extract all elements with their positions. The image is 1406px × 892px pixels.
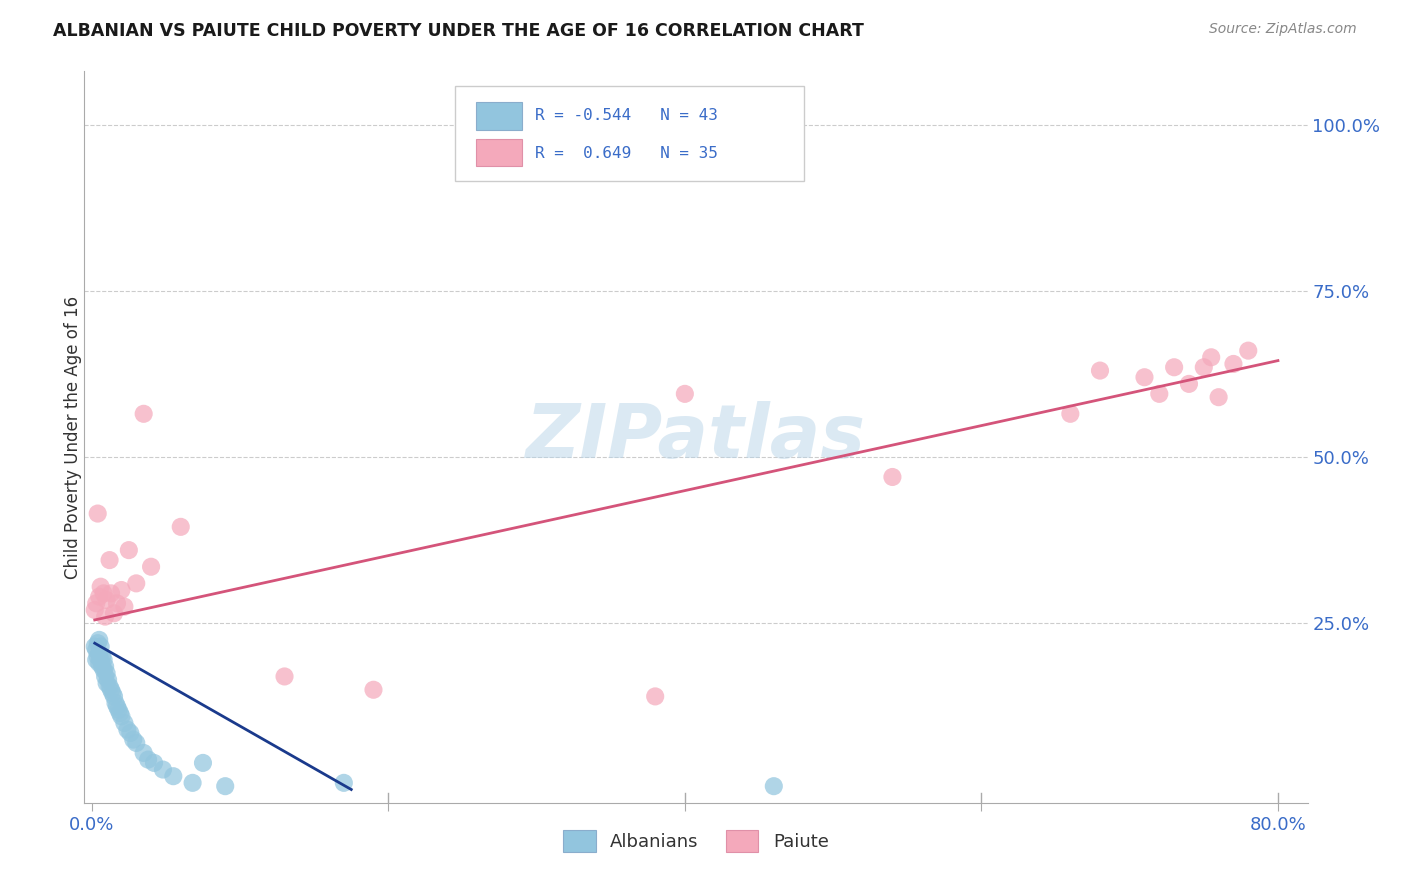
FancyBboxPatch shape xyxy=(456,86,804,181)
Point xyxy=(89,632,111,647)
Point xyxy=(105,699,128,714)
Text: ZIPatlas: ZIPatlas xyxy=(526,401,866,474)
Point xyxy=(100,682,122,697)
Point xyxy=(89,646,111,660)
Point xyxy=(84,643,107,657)
Point xyxy=(98,553,121,567)
Point xyxy=(120,726,142,740)
Point xyxy=(112,599,135,614)
Point xyxy=(673,387,696,401)
Point xyxy=(110,582,132,597)
Point xyxy=(1149,387,1171,401)
Point xyxy=(86,649,108,664)
Point xyxy=(110,709,132,723)
Point xyxy=(107,703,129,717)
Point xyxy=(105,596,128,610)
Point xyxy=(762,779,785,793)
Point xyxy=(162,769,184,783)
Point xyxy=(97,673,120,687)
Point xyxy=(94,669,117,683)
Point xyxy=(90,580,112,594)
Point xyxy=(93,663,115,677)
Point xyxy=(84,653,107,667)
Point xyxy=(333,776,356,790)
Point xyxy=(86,636,108,650)
Point xyxy=(84,596,107,610)
Legend: Albanians, Paiute: Albanians, Paiute xyxy=(557,823,835,860)
Text: R =  0.649   N = 35: R = 0.649 N = 35 xyxy=(534,145,717,161)
Point xyxy=(132,407,155,421)
Text: R = -0.544   N = 43: R = -0.544 N = 43 xyxy=(534,109,717,123)
Point xyxy=(96,666,118,681)
Point xyxy=(1133,370,1156,384)
Point xyxy=(94,609,117,624)
Point xyxy=(108,706,131,720)
Point xyxy=(1059,407,1081,421)
Point xyxy=(122,732,145,747)
Point xyxy=(1178,376,1201,391)
Point xyxy=(191,756,214,770)
Point xyxy=(96,593,118,607)
Point xyxy=(89,656,111,670)
Point xyxy=(90,653,112,667)
Point xyxy=(143,756,166,770)
Point xyxy=(93,653,115,667)
Text: ALBANIAN VS PAIUTE CHILD POVERTY UNDER THE AGE OF 16 CORRELATION CHART: ALBANIAN VS PAIUTE CHILD POVERTY UNDER T… xyxy=(53,22,865,40)
Point xyxy=(104,696,127,710)
Point xyxy=(83,640,105,654)
Point xyxy=(1208,390,1230,404)
Point xyxy=(214,779,236,793)
Point xyxy=(1199,351,1222,365)
Point xyxy=(882,470,904,484)
Point xyxy=(1192,360,1215,375)
Point xyxy=(1163,360,1185,375)
Point xyxy=(117,723,139,737)
Point xyxy=(152,763,174,777)
Point xyxy=(83,603,105,617)
Point xyxy=(91,649,114,664)
Point xyxy=(1088,363,1111,377)
Point xyxy=(91,659,114,673)
Point xyxy=(86,507,108,521)
Point xyxy=(103,690,125,704)
Point xyxy=(93,586,115,600)
Y-axis label: Child Poverty Under the Age of 16: Child Poverty Under the Age of 16 xyxy=(65,295,82,579)
Point xyxy=(125,576,148,591)
Point xyxy=(100,586,122,600)
Point xyxy=(132,746,155,760)
Point xyxy=(139,559,162,574)
Point xyxy=(103,607,125,621)
Point xyxy=(90,640,112,654)
Point xyxy=(89,590,111,604)
Point xyxy=(1222,357,1244,371)
Point xyxy=(644,690,666,704)
Point xyxy=(98,680,121,694)
Point xyxy=(273,669,295,683)
FancyBboxPatch shape xyxy=(475,102,522,130)
Point xyxy=(181,776,204,790)
Point xyxy=(136,753,159,767)
Point xyxy=(363,682,385,697)
Point xyxy=(170,520,193,534)
Text: Source: ZipAtlas.com: Source: ZipAtlas.com xyxy=(1209,22,1357,37)
Point xyxy=(101,686,124,700)
FancyBboxPatch shape xyxy=(475,138,522,167)
Point xyxy=(118,543,141,558)
Point xyxy=(112,716,135,731)
Point xyxy=(94,659,117,673)
Point xyxy=(1237,343,1260,358)
Point xyxy=(125,736,148,750)
Point xyxy=(96,676,118,690)
